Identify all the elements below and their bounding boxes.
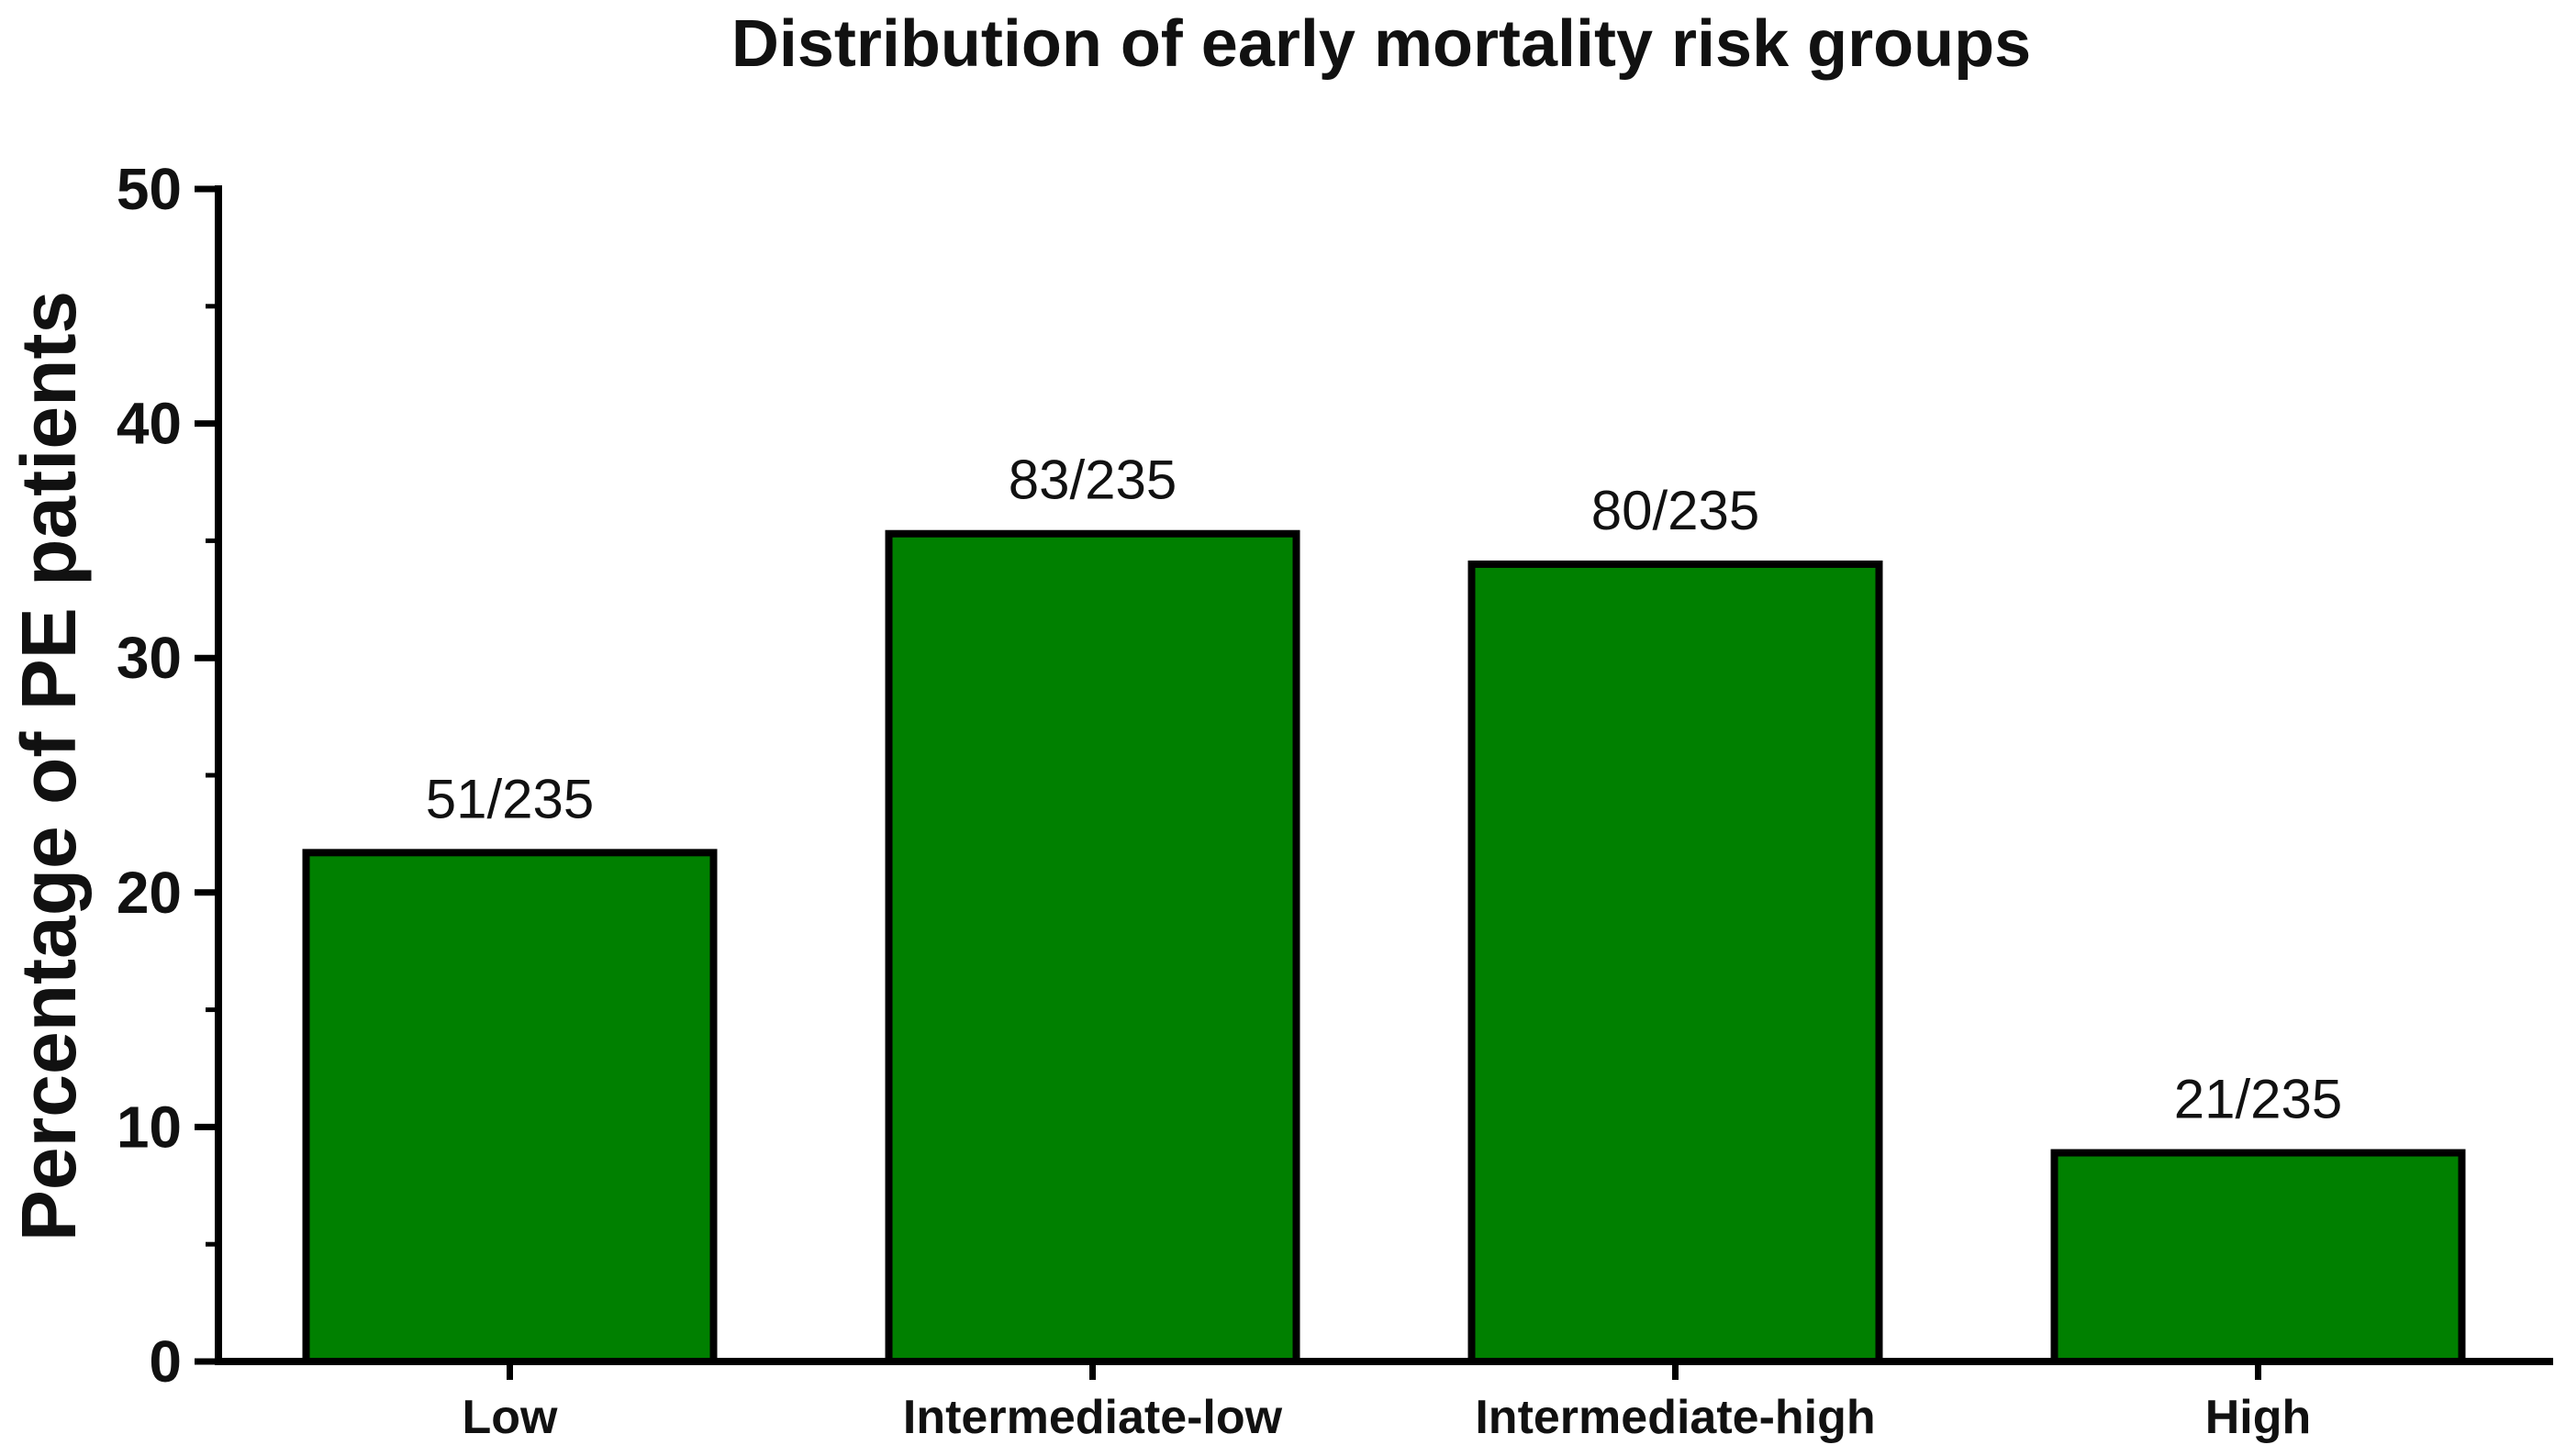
x-tick-label: Low (463, 1391, 559, 1444)
y-tick-label: 40 (117, 391, 182, 457)
bar-labels-group: 51/235 83/235 80/235 21/235 (426, 450, 2343, 1130)
bar-low (302, 849, 718, 1365)
bar-data-label: 83/235 (1009, 450, 1177, 511)
y-ticks-group: 0 10 20 30 40 50 (117, 156, 218, 1395)
bar-intermediate-high (1467, 560, 1883, 1365)
y-tick-label: 50 (117, 156, 182, 222)
y-tick-label: 20 (117, 860, 182, 926)
bar-data-label: 21/235 (2174, 1069, 2343, 1130)
x-ticks-group: Low Intermediate-low Intermediate-high High (463, 1362, 2312, 1444)
y-tick-label: 10 (117, 1094, 182, 1160)
y-tick-label: 0 (149, 1328, 182, 1395)
y-axis-label: Percentage of PE patients (6, 291, 92, 1241)
bar-intermediate-low (885, 529, 1300, 1365)
bar-data-label: 51/235 (426, 768, 595, 829)
y-tick-label: 30 (117, 625, 182, 691)
bar-high (2050, 1149, 2466, 1365)
chart-title: Distribution of early mortality risk gro… (731, 7, 2031, 81)
bar-data-label: 80/235 (1591, 480, 1760, 541)
x-tick-label: Intermediate-low (903, 1391, 1283, 1444)
bars-group (302, 529, 2466, 1365)
x-tick-label: High (2205, 1391, 2312, 1444)
x-tick-label: Intermediate-high (1475, 1391, 1875, 1444)
